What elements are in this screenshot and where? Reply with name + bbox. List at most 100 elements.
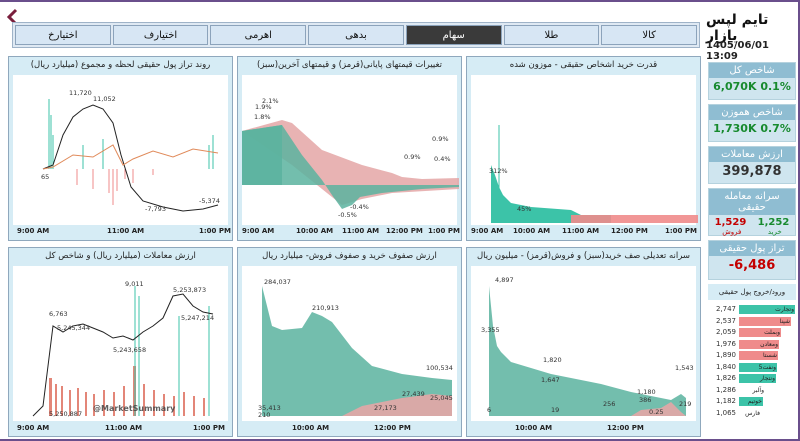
panel-title: سرانه تعدیلی صف خرید(سبز) و فروش(قرمز) -… — [476, 251, 691, 261]
tab-stocks[interactable]: سهام — [405, 25, 502, 45]
label-6763: 6,763 — [49, 310, 68, 318]
app-title: تایم لپس بازار — [706, 12, 769, 44]
chart-area: 4,897 3,355 1,820 1,647 1,543 1,180 386 … — [471, 266, 696, 421]
flow-symbol-bar: فارس — [739, 408, 761, 418]
tab-put-options[interactable]: اختیارف — [112, 25, 209, 45]
chart-area: 2.1% 1.9% 1.8% 0.9% 0.9% 0.4% -0.4% -0.5… — [242, 75, 459, 225]
panel-price-changes: تغییرات قیمتهای پایانی(قرمز) و قیمتهای آ… — [237, 56, 462, 241]
per-capita-sell-label: فروش — [722, 228, 742, 236]
index-total-card: شاخص کل 6,070K 0.1% — [708, 62, 796, 100]
flow-symbol-bar: وآلبر — [739, 385, 765, 395]
label-5247214: 5,247,214 — [181, 314, 215, 322]
label-5245344: 5,245,344 — [57, 324, 91, 332]
flow-symbol-bar: شپنا — [739, 316, 791, 326]
trade-value: 399,878 — [722, 164, 782, 179]
label-4897: 4,897 — [495, 276, 514, 284]
flow-row: 2,059 وبملت — [708, 327, 796, 339]
tab-debt[interactable]: بدهی — [308, 25, 404, 45]
panel-buying-power: قدرت خرید اشخاص حقیقی - موزون شده 312% 4… — [466, 56, 701, 241]
label-0-4: 0.4% — [434, 155, 451, 163]
per-capita-buy: 1,252 — [757, 217, 790, 228]
per-capita-label: سرانه معامله حقیقی — [709, 189, 795, 215]
tab-call-options[interactable]: اختیارخ — [14, 25, 111, 45]
tab-commodity[interactable]: کالا — [601, 25, 697, 45]
label-1820: 1,820 — [543, 356, 562, 364]
label-210913: 210,913 — [312, 304, 339, 312]
x-tick: 9:00 AM — [17, 227, 50, 235]
label-256: 256 — [603, 400, 616, 408]
x-tick: 12:00 PM — [386, 227, 423, 235]
x-tick: 12:00 PM — [607, 424, 644, 432]
label-1-9: 1.9% — [255, 103, 272, 111]
panel-title: تغییرات قیمتهای پایانی(قرمز) و قیمتهای آ… — [257, 60, 442, 70]
flow-row: 1,182 خوتیم — [708, 396, 796, 408]
label-0-9: 0.9% — [432, 135, 449, 143]
trade-value-card: ارزش معاملات 399,878 — [708, 146, 796, 184]
per-capita-buy-label: خرید — [767, 228, 782, 236]
label-11720: 11,720 — [69, 89, 92, 97]
label-27439: 27,439 — [402, 390, 425, 398]
label-1180: 1,180 — [637, 388, 656, 396]
index-total-value: 6,070K 0.1% — [713, 80, 791, 93]
tab-leveraged[interactable]: اهرمی — [210, 25, 307, 45]
flow-value: 1,182 — [715, 397, 736, 405]
flow-symbol-bar: ومعادن — [739, 339, 779, 349]
flow-row: 1,890 شستا — [708, 350, 796, 362]
chart-area: 11,720 11,052 65 -7,793 -5,374 — [13, 75, 228, 225]
panel-net-flow-trend: روند تراز پول حقیقی لحظه و مجموع (میلیار… — [8, 56, 233, 241]
index-equal-value: 1,730K 0.7% — [713, 122, 791, 135]
x-tick: 9:00 AM — [17, 424, 50, 432]
flow-value: 2,537 — [715, 316, 736, 325]
label-1-8: 1.8% — [254, 113, 271, 121]
tab-gold[interactable]: طلا — [503, 25, 600, 45]
flow-symbol-bar: خوتیم — [739, 397, 763, 406]
label-1647: 1,647 — [541, 376, 560, 384]
label-9011: 9,011 — [125, 280, 144, 288]
index-equal-card: شاخص هموزن 1,730K 0.7% — [708, 104, 796, 142]
flow-value: 1,976 — [715, 339, 736, 348]
x-tick: 12:00 PM — [611, 227, 648, 235]
label-6: 6 — [487, 406, 492, 414]
x-tick: 9:00 AM — [242, 227, 275, 235]
label-19: 19 — [551, 406, 560, 414]
flow-row: 1,976 ومعادن — [708, 339, 796, 351]
label-0-9b: 0.9% — [404, 153, 421, 161]
per-capita-card: سرانه معامله حقیقی 1,529 1,252 فروش خرید — [708, 188, 796, 236]
x-tick: 11:00 AM — [562, 227, 600, 235]
x-tick: 11:00 AM — [105, 424, 143, 432]
chart-area: 9,011 6,763 5,245,344 5,243,658 5,253,87… — [13, 266, 228, 421]
label-11052: 11,052 — [93, 95, 116, 103]
label-3355: 3,355 — [481, 326, 500, 334]
flow-value: 1,890 — [715, 351, 736, 359]
label-5253873: 5,253,873 — [173, 286, 207, 294]
flow-symbol-bar: شستا — [739, 351, 778, 360]
market-tabs: کالا طلا سهام بدهی اهرمی اختیارف اختیارخ — [12, 22, 700, 48]
x-tick: 1:00 PM — [428, 227, 460, 235]
x-tick: 11:00 AM — [107, 227, 145, 235]
chart-area: 284,037 210,913 100,534 27,439 25,045 27… — [242, 266, 457, 421]
x-tick: 12:00 PM — [374, 424, 411, 432]
flow-value: 1,840 — [715, 362, 736, 371]
panel-title: ارزش معاملات (میلیارد ریال) و شاخص کل — [45, 251, 196, 261]
panel-queue-value: ارزش صفوف خرید و صفوف فروش- میلیارد ریال… — [237, 247, 462, 437]
label-neg-5374: -5,374 — [199, 197, 220, 205]
back-arrow-icon[interactable] — [6, 8, 20, 26]
flow-row: 1,065 فارس — [708, 408, 796, 420]
net-flow-card: تراز پول حقیقی -6,486 — [708, 240, 796, 280]
flow-value: 1,286 — [715, 385, 736, 394]
flow-symbol-bar: ونتجار — [739, 374, 776, 383]
x-tick: 1:00 PM — [199, 227, 231, 235]
flow-value: 2,059 — [715, 328, 736, 336]
label-25045: 25,045 — [430, 394, 453, 402]
label-219: 219 — [679, 400, 692, 408]
net-flow-label: تراز پول حقیقی — [709, 241, 795, 256]
label-2-1: 2.1% — [262, 97, 279, 105]
panel-trade-value-index: ارزش معاملات (میلیارد ریال) و شاخص کل 9,… — [8, 247, 233, 437]
label-312: 312% — [489, 167, 508, 175]
panel-title: قدرت خرید اشخاص حقیقی - موزون شده — [509, 60, 658, 70]
x-tick: 10:00 AM — [296, 227, 334, 235]
x-tick: 1:00 PM — [665, 227, 697, 235]
flow-symbol-bar: وتجارت — [739, 305, 795, 314]
panel-title: ارزش صفوف خرید و صفوف فروش- میلیارد ریال — [262, 251, 437, 261]
label-35413: 35,413 — [258, 404, 281, 412]
